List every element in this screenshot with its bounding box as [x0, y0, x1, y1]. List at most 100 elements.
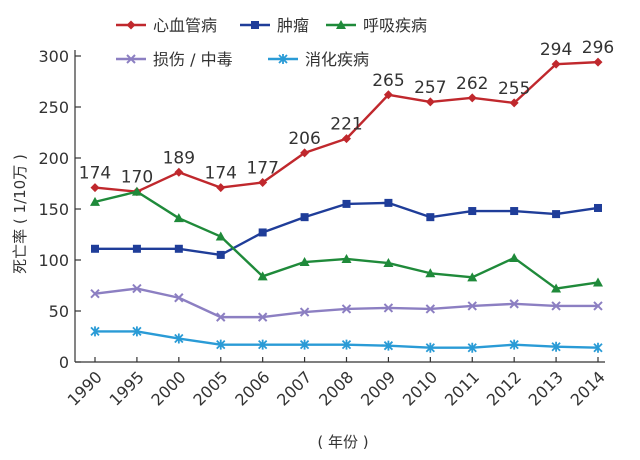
- legend-item: 消化疾病: [268, 50, 369, 69]
- legend-label: 肿瘤: [277, 16, 309, 35]
- data-point: [384, 198, 393, 207]
- data-point: [467, 301, 477, 311]
- x-tick-label: 1995: [106, 367, 148, 409]
- x-tick-label: 2014: [567, 367, 609, 409]
- data-point: [216, 339, 226, 350]
- y-tick-label: 300: [38, 47, 69, 66]
- data-point: [552, 210, 561, 219]
- data-label: 221: [330, 115, 362, 135]
- data-point: [593, 57, 603, 67]
- legend-label: 呼吸疾病: [363, 16, 427, 35]
- x-tick-label: 2005: [189, 367, 231, 409]
- data-point: [90, 326, 100, 337]
- data-point: [383, 303, 394, 313]
- data-point: [593, 342, 603, 353]
- x-tick-label: 2007: [273, 367, 315, 409]
- y-tick-label: 50: [49, 302, 69, 321]
- data-point: [126, 54, 136, 64]
- data-point: [257, 312, 268, 322]
- y-tick-label: 150: [38, 200, 69, 219]
- data-point: [509, 252, 520, 262]
- data-point: [91, 244, 99, 253]
- data-point: [341, 253, 352, 263]
- y-tick-label: 100: [38, 251, 69, 270]
- data-point: [510, 207, 519, 216]
- y-axis-label: 死亡率 ( 1/10万 ): [11, 154, 29, 274]
- data-label: 265: [372, 71, 404, 91]
- data-point: [341, 339, 352, 350]
- series-line: [94, 287, 598, 319]
- data-point: [174, 244, 183, 253]
- data-label: 257: [414, 78, 446, 98]
- legend-item: 心血管病: [116, 16, 217, 35]
- data-point: [132, 283, 142, 294]
- data-point: [341, 304, 352, 314]
- legend-item: 损伤 / 中毒: [116, 50, 233, 69]
- data-point: [509, 299, 519, 309]
- legend-label: 消化疾病: [305, 50, 369, 69]
- x-tick-label: 2010: [399, 367, 441, 409]
- data-point: [426, 213, 435, 222]
- data-point: [336, 20, 346, 29]
- data-labels: 174 170 189 174 177 206 221 265 257 262 255 294 296: [79, 38, 614, 188]
- series-2: [91, 198, 602, 259]
- data-label: 174: [205, 164, 237, 184]
- data-label: 189: [163, 148, 195, 168]
- x-tick-label: 2011: [441, 367, 483, 409]
- legend-label: 心血管病: [153, 16, 217, 35]
- data-label: 294: [540, 40, 572, 60]
- data-point: [258, 339, 268, 350]
- data-point: [509, 339, 519, 350]
- data-point: [551, 341, 561, 352]
- data-point: [425, 304, 436, 314]
- data-point: [132, 326, 142, 337]
- data-point: [278, 54, 288, 64]
- data-point: [126, 20, 136, 30]
- data-point: [551, 301, 561, 311]
- x-axis-label: ( 年份 ): [317, 433, 368, 451]
- data-point: [383, 90, 393, 100]
- x-tick-label: 2009: [357, 367, 399, 409]
- legend-item: 呼吸疾病: [326, 16, 427, 35]
- data-point: [90, 183, 100, 193]
- data-label: 296: [582, 38, 614, 58]
- data-point: [468, 207, 477, 216]
- x-tick-label: 2008: [315, 367, 357, 409]
- data-point: [174, 167, 184, 177]
- data-point: [593, 301, 603, 311]
- x-tick-label: 2013: [525, 367, 567, 409]
- legend-label: 损伤 / 中毒: [153, 50, 233, 69]
- data-point: [425, 342, 435, 353]
- legend-item: 肿瘤: [240, 16, 309, 35]
- data-label: 262: [456, 74, 488, 94]
- x-tick-label: 2000: [147, 367, 189, 409]
- data-point: [467, 93, 477, 103]
- series-4: [90, 283, 603, 322]
- data-point: [551, 283, 562, 293]
- data-point: [174, 293, 184, 303]
- data-point: [174, 333, 184, 344]
- x-tick-label: 2012: [483, 367, 525, 409]
- data-point: [216, 312, 226, 322]
- y-tick-label: 200: [38, 149, 69, 168]
- data-point: [299, 257, 310, 267]
- data-point: [132, 244, 141, 253]
- data-point: [509, 98, 519, 108]
- data-point: [342, 134, 351, 144]
- data-point: [467, 342, 477, 353]
- data-point: [131, 186, 142, 196]
- y-tick-label: 0: [59, 353, 69, 372]
- data-point: [258, 228, 267, 237]
- data-point: [425, 268, 436, 278]
- series-line: [95, 201, 599, 257]
- data-point: [215, 231, 226, 241]
- data-point: [425, 97, 435, 107]
- data-point: [383, 340, 394, 351]
- data-point: [300, 148, 310, 158]
- data-label: 255: [498, 79, 530, 99]
- data-point: [593, 277, 603, 287]
- data-label: 170: [121, 168, 153, 188]
- data-point: [299, 339, 310, 350]
